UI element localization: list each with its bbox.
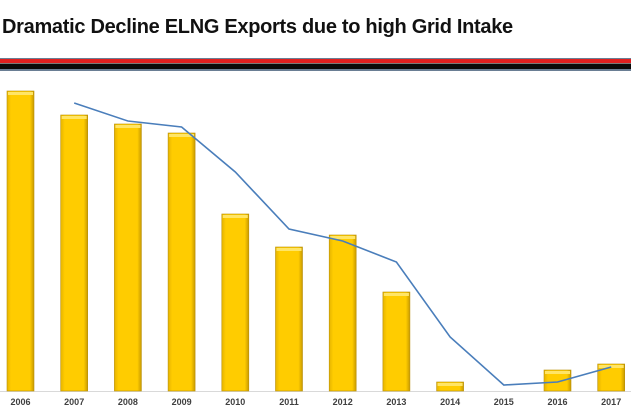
bar-2016 <box>543 369 572 392</box>
bar-2007 <box>60 114 89 392</box>
x-tick-label: 2012 <box>333 397 353 407</box>
bar-2012 <box>328 234 357 392</box>
bar-highlight-2016 <box>545 371 570 374</box>
x-tick-label: 2009 <box>172 397 192 407</box>
bar-highlight-2010 <box>222 215 248 218</box>
x-tick-label: 2006 <box>10 397 30 407</box>
header-divider-gap <box>0 63 631 64</box>
bar-2013 <box>382 291 411 392</box>
x-tick-label: 2011 <box>279 397 299 407</box>
bar-2010 <box>221 213 250 392</box>
chart-title: Dramatic Decline ELNG Exports due to hig… <box>2 16 513 38</box>
x-tick-label: 2013 <box>386 397 406 407</box>
x-tick-label: 2015 <box>494 397 514 407</box>
x-tick-label: 2007 <box>64 397 84 407</box>
bar-highlight-2014 <box>437 383 463 386</box>
header-divider-bottom-edge <box>0 69 631 71</box>
x-tick-label: 2016 <box>547 397 567 407</box>
bar-highlight-2013 <box>383 293 409 296</box>
trend-line <box>73 102 612 386</box>
bar-highlight-2007 <box>61 116 87 119</box>
x-tick-label: 2014 <box>440 397 460 407</box>
header-divider-top-edge <box>0 58 631 59</box>
bar-2008 <box>114 123 142 392</box>
bar-highlight-2008 <box>115 125 141 128</box>
bar-highlight-2006 <box>8 92 33 95</box>
header-divider-red-band <box>0 59 631 63</box>
bar-2014 <box>436 381 464 392</box>
bar-2017 <box>597 363 626 392</box>
bar-highlight-2009 <box>169 134 195 137</box>
bar-2011 <box>275 246 303 392</box>
header-divider-black-band <box>0 64 631 69</box>
x-tick-label: 2017 <box>601 397 621 407</box>
bar-2006 <box>6 90 35 392</box>
bar-highlight-2017 <box>598 365 624 368</box>
x-tick-label: 2010 <box>225 397 245 407</box>
x-tick-label: 2008 <box>118 397 138 407</box>
bar-highlight-2012 <box>330 236 356 239</box>
bar-2009 <box>167 132 196 392</box>
bar-highlight-2011 <box>276 248 302 251</box>
